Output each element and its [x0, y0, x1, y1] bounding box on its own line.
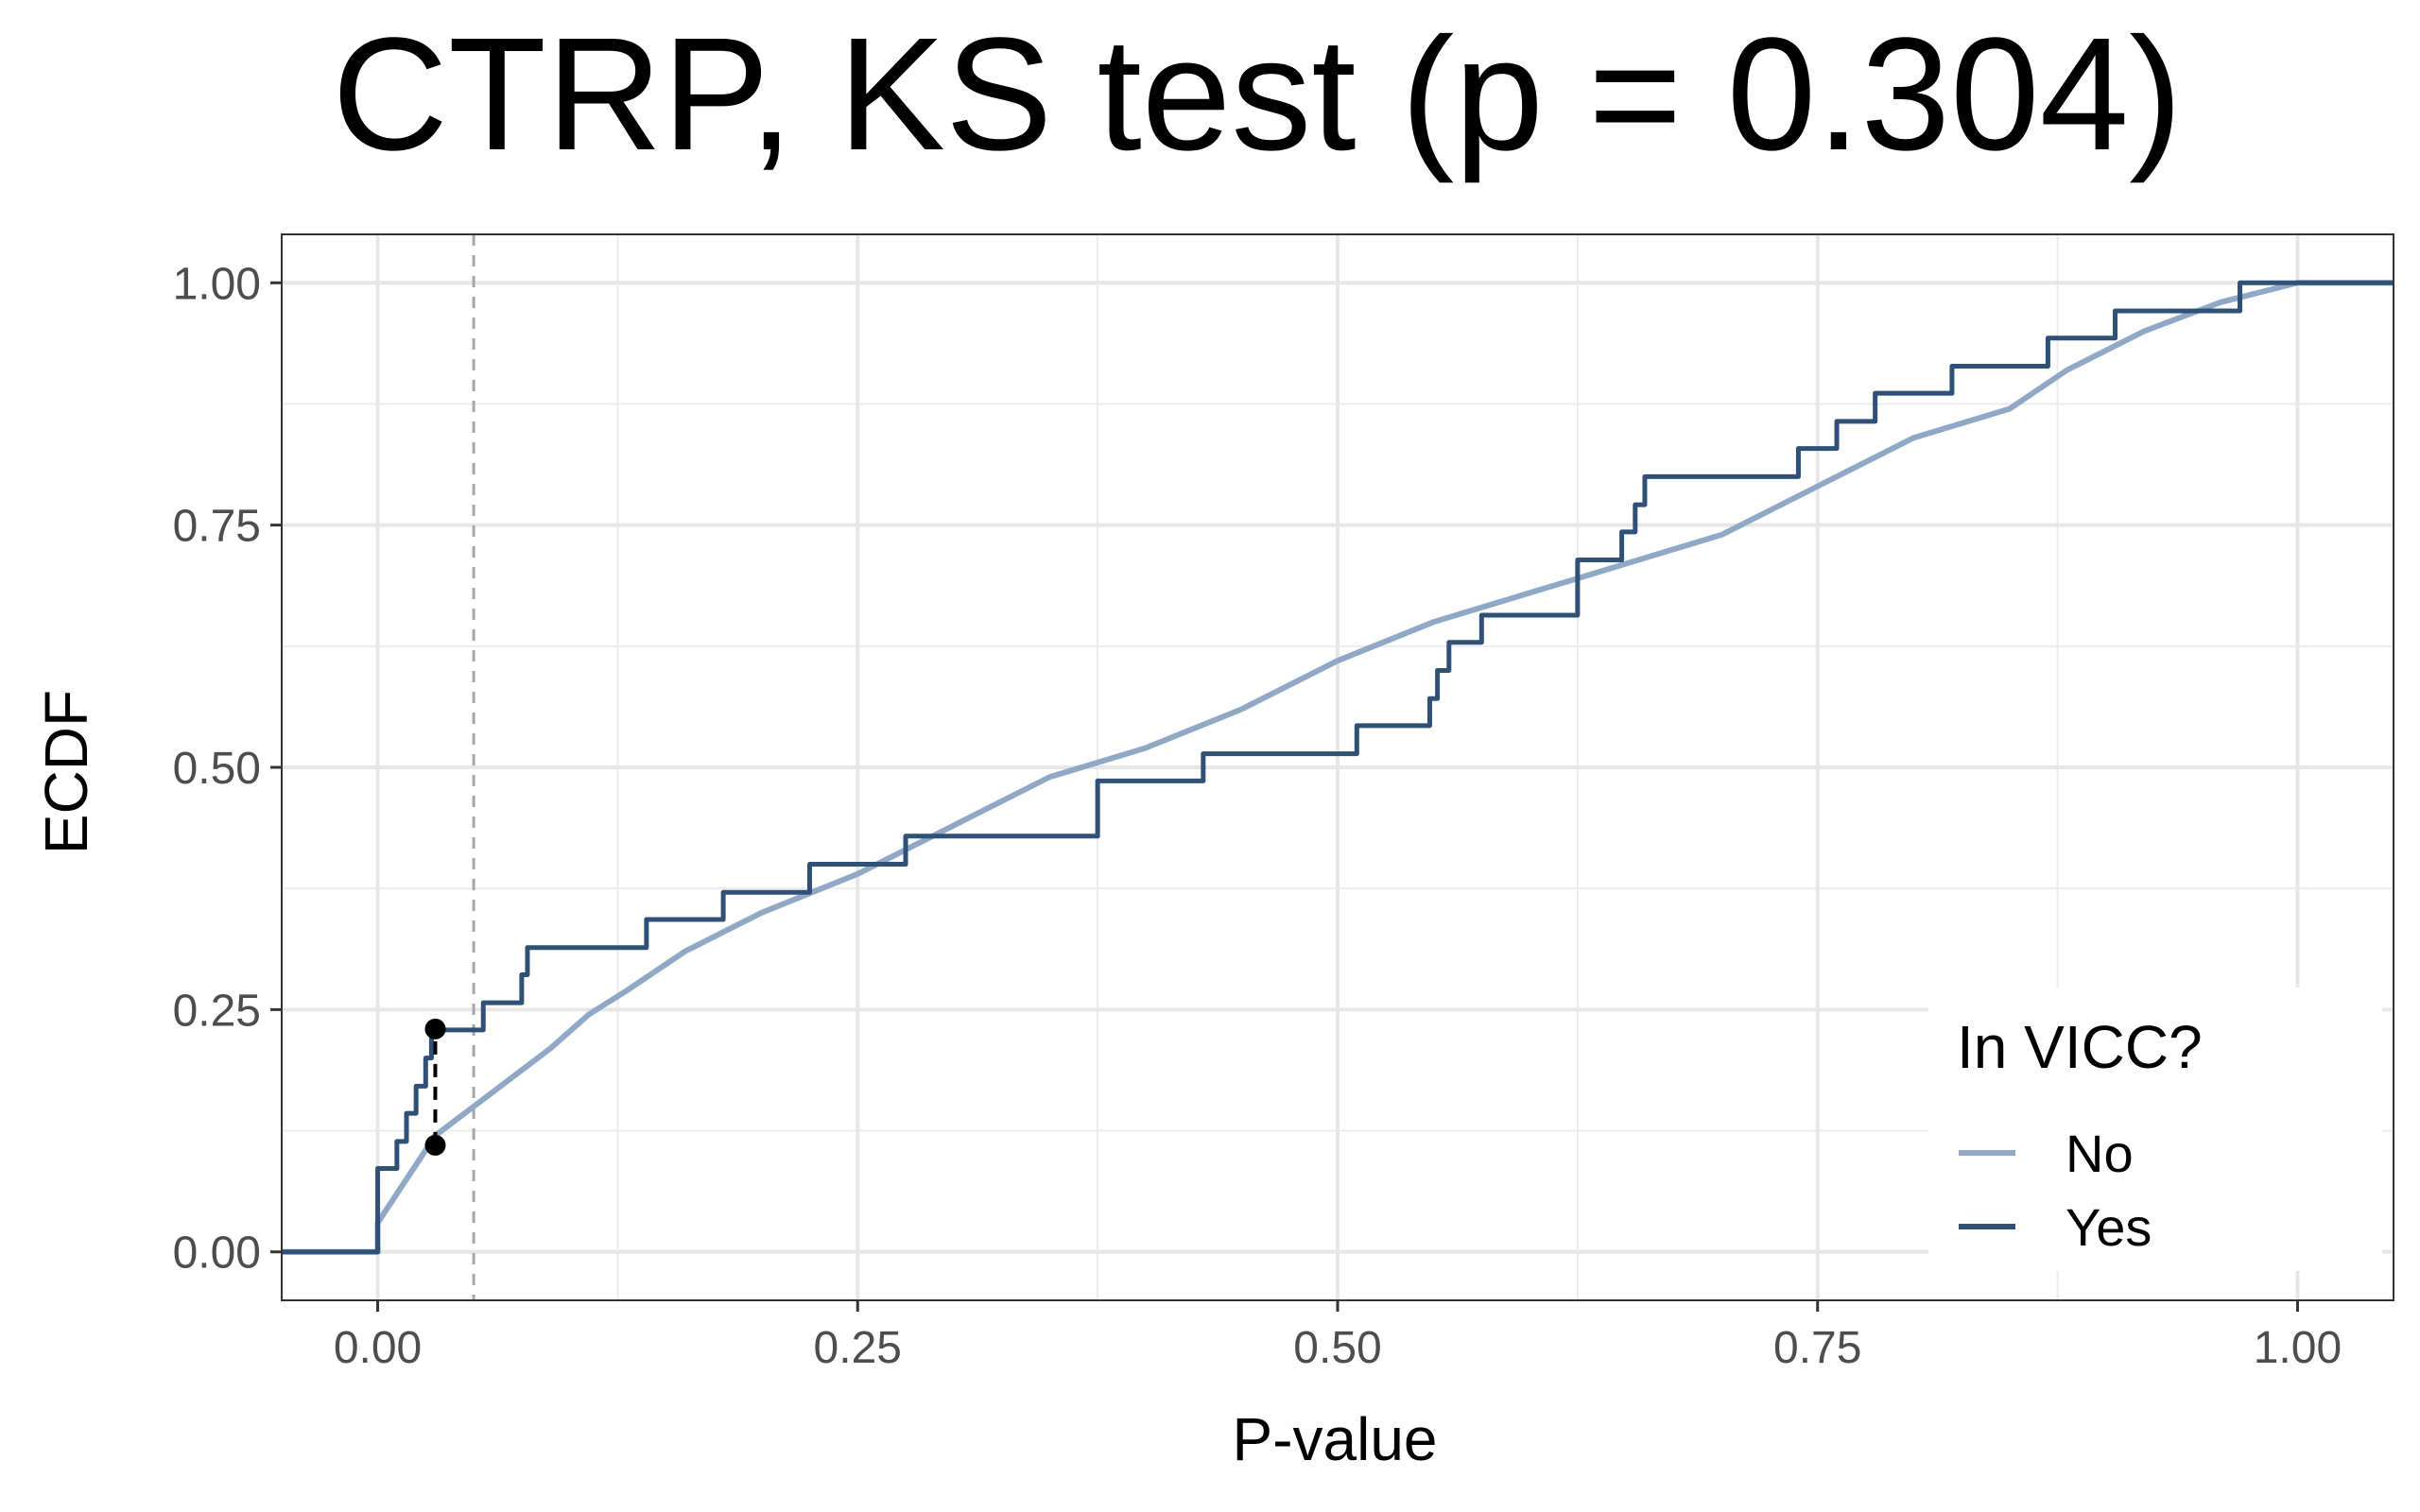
x-tick-label-4: 1.00: [2254, 1323, 2342, 1373]
y-tick-label-3: 0.75: [173, 502, 261, 552]
series-line-yes: [282, 280, 2394, 1255]
legend: In VICC? No Yes: [1928, 988, 2382, 1271]
y-axis-ticks: 0.00 0.25 0.50 0.75 1.00: [173, 259, 282, 1279]
x-tick-label-3: 0.75: [1773, 1323, 1861, 1373]
ks-point-high: [424, 1018, 446, 1040]
y-tick-label-0: 0.00: [173, 1228, 261, 1279]
x-axis-title: P-value: [1233, 1405, 1438, 1473]
y-tick-label-1: 0.25: [173, 986, 261, 1036]
legend-label-yes: Yes: [2066, 1197, 2152, 1257]
chart-title: CTRP, KS test (p = 0.304): [332, 5, 2183, 184]
y-tick-label-2: 0.50: [173, 744, 261, 794]
legend-items: No Yes: [1959, 1124, 2152, 1257]
legend-label-no: No: [2066, 1124, 2134, 1183]
ks-marker-layer: [424, 1018, 446, 1156]
legend-title: In VICC?: [1957, 1013, 2203, 1081]
x-tick-label-0: 0.00: [334, 1323, 422, 1373]
x-tick-label-2: 0.50: [1293, 1323, 1381, 1373]
y-axis-title: ECDF: [32, 690, 100, 854]
y-tick-label-4: 1.00: [173, 259, 261, 309]
x-axis-ticks: 0.00 0.25 0.50 0.75 1.00: [334, 1300, 2342, 1373]
ks-point-low: [424, 1134, 446, 1156]
x-tick-label-1: 0.25: [814, 1323, 902, 1373]
